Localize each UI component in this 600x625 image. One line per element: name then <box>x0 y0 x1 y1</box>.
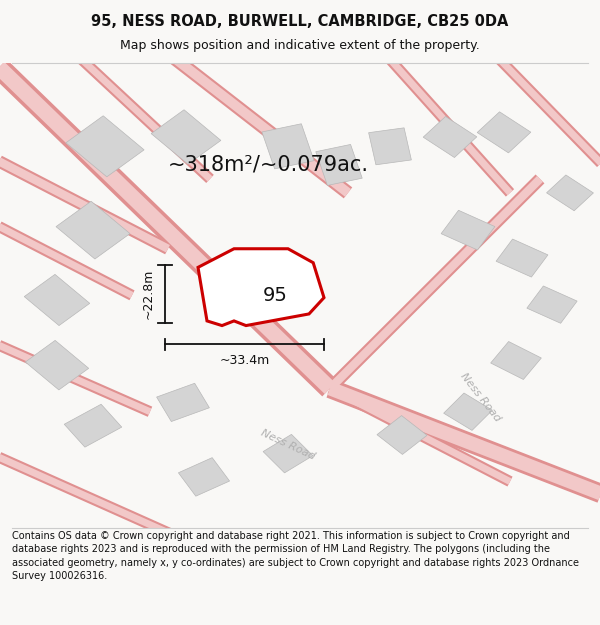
Polygon shape <box>368 128 412 165</box>
Polygon shape <box>64 404 122 447</box>
Polygon shape <box>441 210 495 250</box>
Polygon shape <box>24 274 90 326</box>
Polygon shape <box>198 249 324 326</box>
Text: Map shows position and indicative extent of the property.: Map shows position and indicative extent… <box>120 39 480 52</box>
Polygon shape <box>263 434 313 473</box>
Polygon shape <box>262 124 314 169</box>
Polygon shape <box>377 416 427 454</box>
Polygon shape <box>423 116 477 158</box>
Text: ~22.8m: ~22.8m <box>141 269 154 319</box>
Polygon shape <box>151 110 221 164</box>
Polygon shape <box>491 341 541 379</box>
Polygon shape <box>527 286 577 323</box>
Polygon shape <box>25 341 89 390</box>
Text: Ness Road: Ness Road <box>259 428 317 461</box>
Polygon shape <box>157 383 209 421</box>
Text: Contains OS data © Crown copyright and database right 2021. This information is : Contains OS data © Crown copyright and d… <box>12 531 579 581</box>
Polygon shape <box>178 458 230 496</box>
Text: ~33.4m: ~33.4m <box>220 354 269 367</box>
Text: 95, NESS ROAD, BURWELL, CAMBRIDGE, CB25 0DA: 95, NESS ROAD, BURWELL, CAMBRIDGE, CB25 … <box>91 14 509 29</box>
Text: 95: 95 <box>263 286 288 305</box>
Polygon shape <box>66 116 144 177</box>
Text: ~318m²/~0.079ac.: ~318m²/~0.079ac. <box>168 155 369 175</box>
Polygon shape <box>477 112 531 153</box>
Polygon shape <box>56 201 130 259</box>
Text: Ness Road: Ness Road <box>458 371 502 424</box>
Polygon shape <box>547 175 593 211</box>
Polygon shape <box>443 393 493 431</box>
Polygon shape <box>496 239 548 277</box>
Polygon shape <box>316 144 362 186</box>
